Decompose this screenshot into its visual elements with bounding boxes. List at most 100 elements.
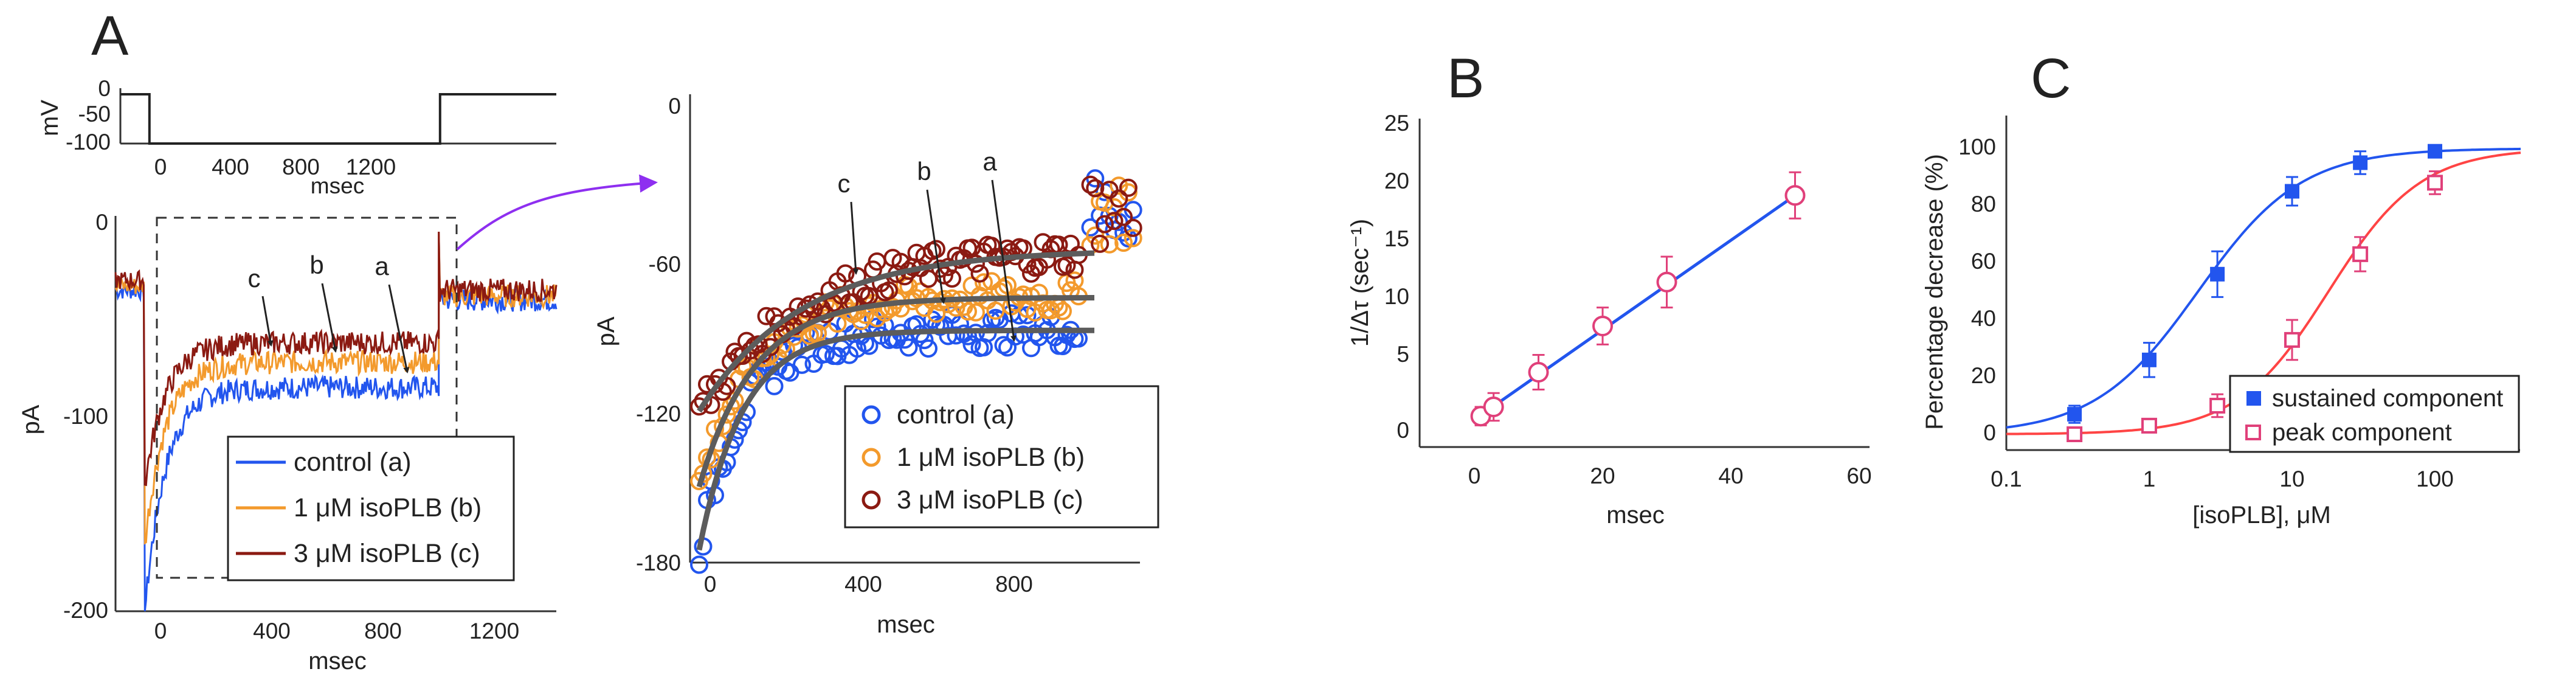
c-xtick: 0.1 — [1991, 466, 2022, 491]
protocol-ytick: -50 — [78, 102, 111, 127]
b-xtick: 60 — [1846, 463, 1871, 488]
zoom-point-3uM — [1062, 234, 1080, 253]
c-legend — [2229, 375, 2520, 453]
zoom-point-3uM — [1081, 175, 1100, 194]
panel-b-plot: 0 20 40 60 25 20 15 10 5 0 1/Δτ (sec⁻¹) … — [1347, 111, 1872, 529]
zoom-point-control — [765, 376, 784, 395]
zoom-point-control — [919, 339, 938, 358]
c-point-sustained — [2428, 144, 2442, 159]
zoom-scatter-plot: 0 -60 -120 -180 pA 0 400 800 msec c b a … — [593, 94, 1159, 638]
zoom-ylabel: pA — [593, 316, 620, 346]
zoom-annotation-b: b — [917, 157, 931, 186]
c-ylabel: Percentage decrease (%) — [1921, 154, 1948, 430]
c-ytick: 20 — [1971, 363, 1996, 388]
b-ytick: 15 — [1384, 226, 1409, 251]
b-xlabel: msec — [1606, 502, 1665, 529]
traces-ytick: 0 — [95, 210, 108, 235]
b-ytick: 5 — [1397, 342, 1409, 367]
zoom-point-control — [817, 345, 835, 363]
c-legend-marker-peak — [2245, 425, 2261, 440]
traces-ytick: -100 — [63, 404, 108, 429]
trace-annotation-b: b — [309, 251, 323, 279]
c-legend-marker-sustained — [2246, 391, 2261, 406]
c-point-peak — [2209, 398, 2226, 414]
zoom-point-1uM — [1105, 198, 1124, 217]
zoom-point-1uM — [1030, 283, 1048, 302]
annotation-arrow-c — [261, 296, 274, 347]
c-point-sustained — [2142, 352, 2156, 367]
protocol-xtick: 400 — [212, 154, 249, 179]
zoom-point-3uM — [970, 264, 989, 283]
traces-xtick: 0 — [154, 619, 167, 643]
zoom-point-1uM — [959, 302, 977, 321]
zoom-xlabel: msec — [877, 611, 935, 638]
legend-label-1uM: 1 μM isoPLB (b) — [294, 493, 482, 522]
zoom-point-3uM — [880, 281, 898, 300]
traces-ylabel: pA — [18, 404, 44, 434]
c-ytick: 80 — [1971, 192, 1996, 217]
zoom-point-3uM — [1114, 207, 1133, 226]
panel-label-a: A — [91, 5, 129, 67]
zoom-arrow-c — [850, 201, 859, 275]
b-ylabel: 1/Δτ (sec⁻¹) — [1347, 219, 1373, 347]
zoom-point-control — [793, 355, 811, 374]
zoom-fit-curve — [697, 250, 1095, 413]
current-traces-plot: 0 -100 -200 pA 0 400 800 1200 msec c b a… — [18, 210, 558, 674]
zoom-point-1uM — [1119, 183, 1138, 202]
zoom-point-1uM — [975, 273, 993, 292]
c-point-sustained — [2285, 184, 2299, 199]
annotation-arrow-a — [388, 284, 410, 373]
protocol-plot: 0 -50 -100 mV 0 400 800 1200 msec — [36, 76, 556, 198]
trace-control — [114, 231, 558, 612]
zoom-arrow-b — [926, 189, 946, 304]
c-ytick: 100 — [1958, 134, 1996, 159]
zoom-annotation-c: c — [838, 169, 851, 198]
b-data-point — [1784, 185, 1806, 206]
zoom-xtick: 800 — [995, 572, 1033, 597]
zoom-legend-marker-control — [862, 405, 881, 425]
zoom-point-3uM — [1095, 215, 1114, 234]
zoom-fit-curve — [696, 327, 1094, 551]
c-ytick: 60 — [1971, 249, 1996, 274]
c-ytick: 40 — [1971, 306, 1996, 331]
zoom-legend-label-1uM: 1 μM isoPLB (b) — [897, 443, 1085, 472]
annotation-arrow-b — [321, 283, 338, 353]
b-xtick: 20 — [1590, 463, 1615, 488]
zoom-point-1uM — [1114, 234, 1133, 252]
c-point-sustained — [2210, 266, 2225, 282]
zoom-point-1uM — [872, 300, 890, 319]
b-data-point — [1528, 362, 1549, 383]
b-data-point — [1592, 316, 1613, 336]
zoom-xtick: 0 — [704, 572, 717, 597]
zoom-point-3uM — [1110, 189, 1128, 208]
zoom-point-3uM — [1086, 179, 1105, 198]
zoom-ytick: -120 — [636, 401, 681, 426]
c-ytick: 0 — [1983, 420, 1996, 445]
zoom-point-1uM — [967, 303, 985, 322]
zoom-ytick: 0 — [668, 94, 681, 119]
traces-xtick: 400 — [253, 619, 291, 643]
traces-xtick: 800 — [364, 619, 402, 643]
zoom-point-1uM — [757, 348, 776, 367]
zoom-arrow-a — [991, 179, 1017, 342]
zoom-point-3uM — [761, 338, 779, 356]
b-data-point — [1483, 397, 1504, 417]
zoom-point-control — [947, 326, 965, 345]
zoom-annotation-a: a — [982, 147, 997, 176]
panel-c-plot: 0.1 1 10 100 0 20 40 60 80 100 Percentag… — [1921, 116, 2521, 529]
b-ytick: 25 — [1384, 111, 1409, 136]
c-xtick: 1 — [2143, 466, 2156, 491]
zoom-point-1uM — [801, 327, 819, 345]
zoom-point-3uM — [1038, 250, 1056, 269]
zoom-point-control — [1022, 339, 1040, 358]
b-ytick: 10 — [1384, 284, 1409, 309]
c-legend-label-peak: peak component — [2272, 419, 2452, 446]
zoom-arrow — [456, 174, 658, 251]
zoom-point-1uM — [927, 304, 945, 323]
b-ytick: 0 — [1397, 418, 1409, 443]
zoom-point-3uM — [801, 295, 819, 314]
zoom-legend-label-3uM: 3 μM isoPLB (c) — [897, 485, 1083, 515]
zoom-point-3uM — [1119, 178, 1138, 197]
c-xtick: 10 — [2279, 466, 2304, 491]
zoom-ytick: -180 — [636, 550, 681, 575]
